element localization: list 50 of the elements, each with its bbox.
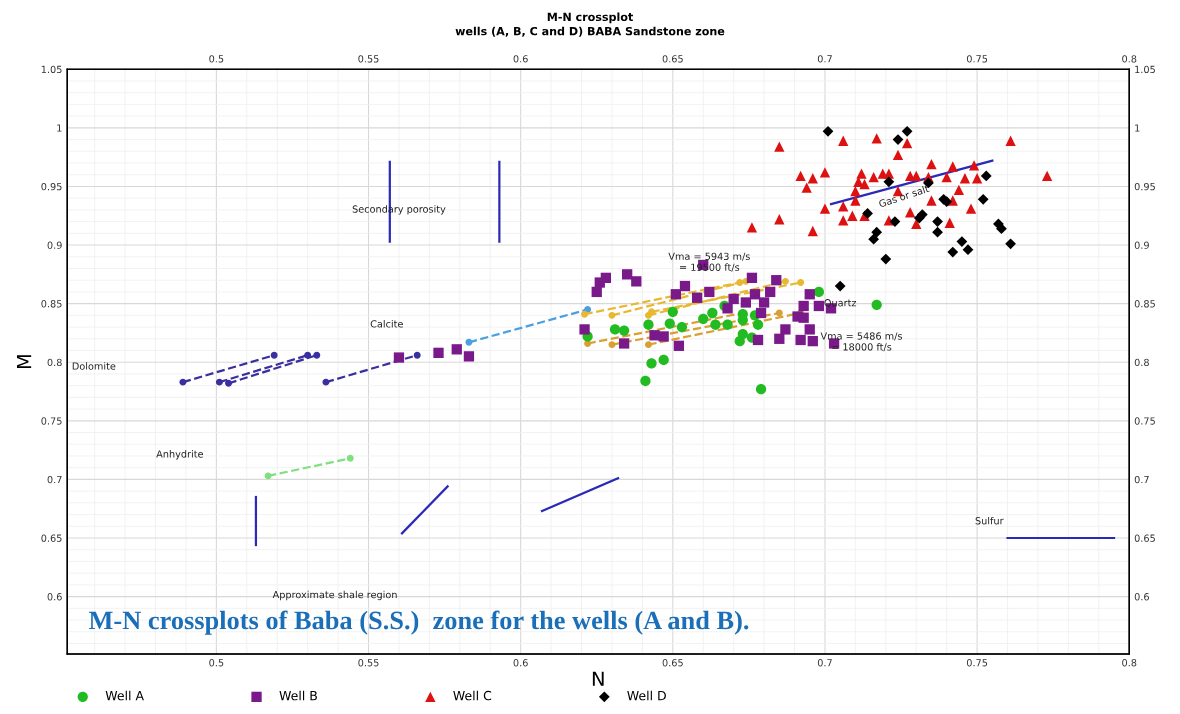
y2-tick-label: 0.85 <box>1134 300 1155 308</box>
x-tick-label: 0.65 <box>662 659 683 667</box>
y2-tick-label: 0.6 <box>1134 593 1149 601</box>
y2-tick-label: 0.95 <box>1134 182 1155 191</box>
y-tick-label: 0.75 <box>41 417 62 425</box>
annotation: M-N crossplots of Baba (S.S.) zone for the wells (A and B). <box>88 610 749 635</box>
x-tick-label: 0.7 <box>817 659 832 667</box>
legend-label: Well B <box>279 690 317 701</box>
y2-tick-label: 0.9 <box>1134 241 1149 249</box>
y-tick-label: 0.7 <box>47 475 62 484</box>
x2-tick-label: 0.75 <box>966 55 988 63</box>
chart-subtitle: wells (A, B, C and D) BABA Sandstone zone <box>455 26 725 37</box>
x-axis-title: N <box>592 671 604 686</box>
y-tick-label: 0.9 <box>47 241 62 249</box>
x-tick-label: 0.6 <box>513 659 528 667</box>
y-tick-label: 0.95 <box>41 182 62 191</box>
x-tick-label: 0.5 <box>209 659 224 667</box>
x-tick-label: 0.75 <box>966 659 988 667</box>
y-tick-label: 1 <box>57 124 62 132</box>
annotation: Approximate shale region <box>272 590 397 601</box>
annotation: Anhydrite <box>156 450 204 460</box>
y-tick-label: 0.65 <box>41 534 62 542</box>
legend-label: Well C <box>453 690 492 701</box>
annotation: Dolomite <box>72 362 116 370</box>
chart-title: M-N crossplot <box>547 12 633 24</box>
y2-tick-label: 1 <box>1135 124 1140 132</box>
x2-tick-label: 0.55 <box>358 55 379 63</box>
y2-tick-label: 0.8 <box>1134 358 1149 367</box>
legend-label: Well D <box>627 690 666 701</box>
legend-label: Well A <box>105 690 144 701</box>
y2-tick-label: 0.65 <box>1134 534 1155 542</box>
x2-tick-label: 0.6 <box>513 55 528 63</box>
x2-tick-label: 0.8 <box>1122 55 1137 63</box>
y2-tick-label: 0.75 <box>1134 417 1155 425</box>
y2-tick-label: 0.7 <box>1134 475 1149 484</box>
annotation: Quartz <box>824 299 857 308</box>
y-axis-title: M <box>16 355 32 369</box>
y2-tick-label: 1.05 <box>1135 65 1155 74</box>
y-tick-label: 1.05 <box>41 65 62 74</box>
annotation: Calcite <box>370 320 403 328</box>
y-tick-label: 0.85 <box>41 300 62 308</box>
y-tick-label: 0.6 <box>47 593 62 601</box>
annotation: Gas or salt <box>878 184 930 208</box>
annotation: Sulfur <box>975 516 1004 525</box>
x2-tick-label: 0.7 <box>817 55 832 63</box>
x2-tick-label: 0.5 <box>209 55 224 63</box>
y-tick-label: 0.8 <box>47 358 62 367</box>
x-tick-label: 0.55 <box>358 659 379 667</box>
x2-tick-label: 0.65 <box>662 55 683 63</box>
x-tick-label: 0.8 <box>1122 659 1137 667</box>
